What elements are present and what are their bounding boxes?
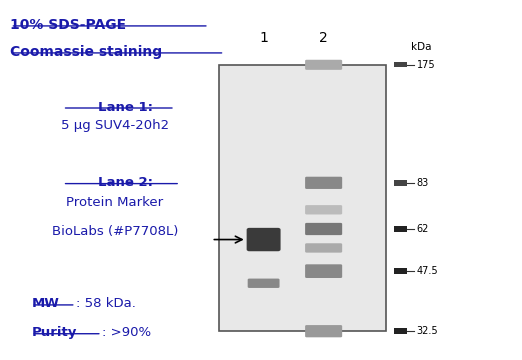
FancyBboxPatch shape: [247, 279, 280, 288]
Bar: [394, 180, 407, 186]
Text: 10% SDS-PAGE: 10% SDS-PAGE: [10, 18, 126, 32]
FancyBboxPatch shape: [305, 223, 342, 235]
Text: : >90%: : >90%: [102, 326, 151, 339]
Text: Protein Marker: Protein Marker: [66, 196, 163, 209]
Bar: [394, 328, 407, 334]
FancyBboxPatch shape: [305, 264, 342, 278]
Bar: [394, 226, 407, 232]
Text: 1: 1: [259, 31, 268, 45]
FancyBboxPatch shape: [246, 228, 281, 251]
Text: 175: 175: [417, 60, 435, 70]
FancyBboxPatch shape: [305, 205, 342, 215]
Bar: [394, 268, 407, 274]
Text: 5 μg SUV4-20h2: 5 μg SUV4-20h2: [61, 119, 169, 132]
Text: Lane 1:: Lane 1:: [98, 101, 153, 114]
Text: 32.5: 32.5: [417, 326, 438, 336]
Text: MW: MW: [31, 297, 59, 310]
FancyBboxPatch shape: [305, 177, 342, 189]
Text: BioLabs (#P7708L): BioLabs (#P7708L): [52, 225, 178, 238]
Bar: [219, 65, 386, 331]
Text: 83: 83: [417, 178, 429, 188]
Text: Coomassie staining: Coomassie staining: [10, 45, 162, 59]
Bar: [394, 62, 407, 67]
Text: 47.5: 47.5: [417, 266, 438, 276]
FancyBboxPatch shape: [305, 60, 342, 70]
Text: : 58 kDa.: : 58 kDa.: [76, 297, 136, 310]
Text: 62: 62: [417, 224, 429, 234]
Text: Lane 2:: Lane 2:: [98, 176, 153, 189]
Text: Purity: Purity: [31, 326, 77, 339]
Text: 2: 2: [319, 31, 328, 45]
FancyBboxPatch shape: [305, 325, 342, 337]
Text: kDa: kDa: [411, 42, 432, 52]
FancyBboxPatch shape: [305, 243, 342, 253]
